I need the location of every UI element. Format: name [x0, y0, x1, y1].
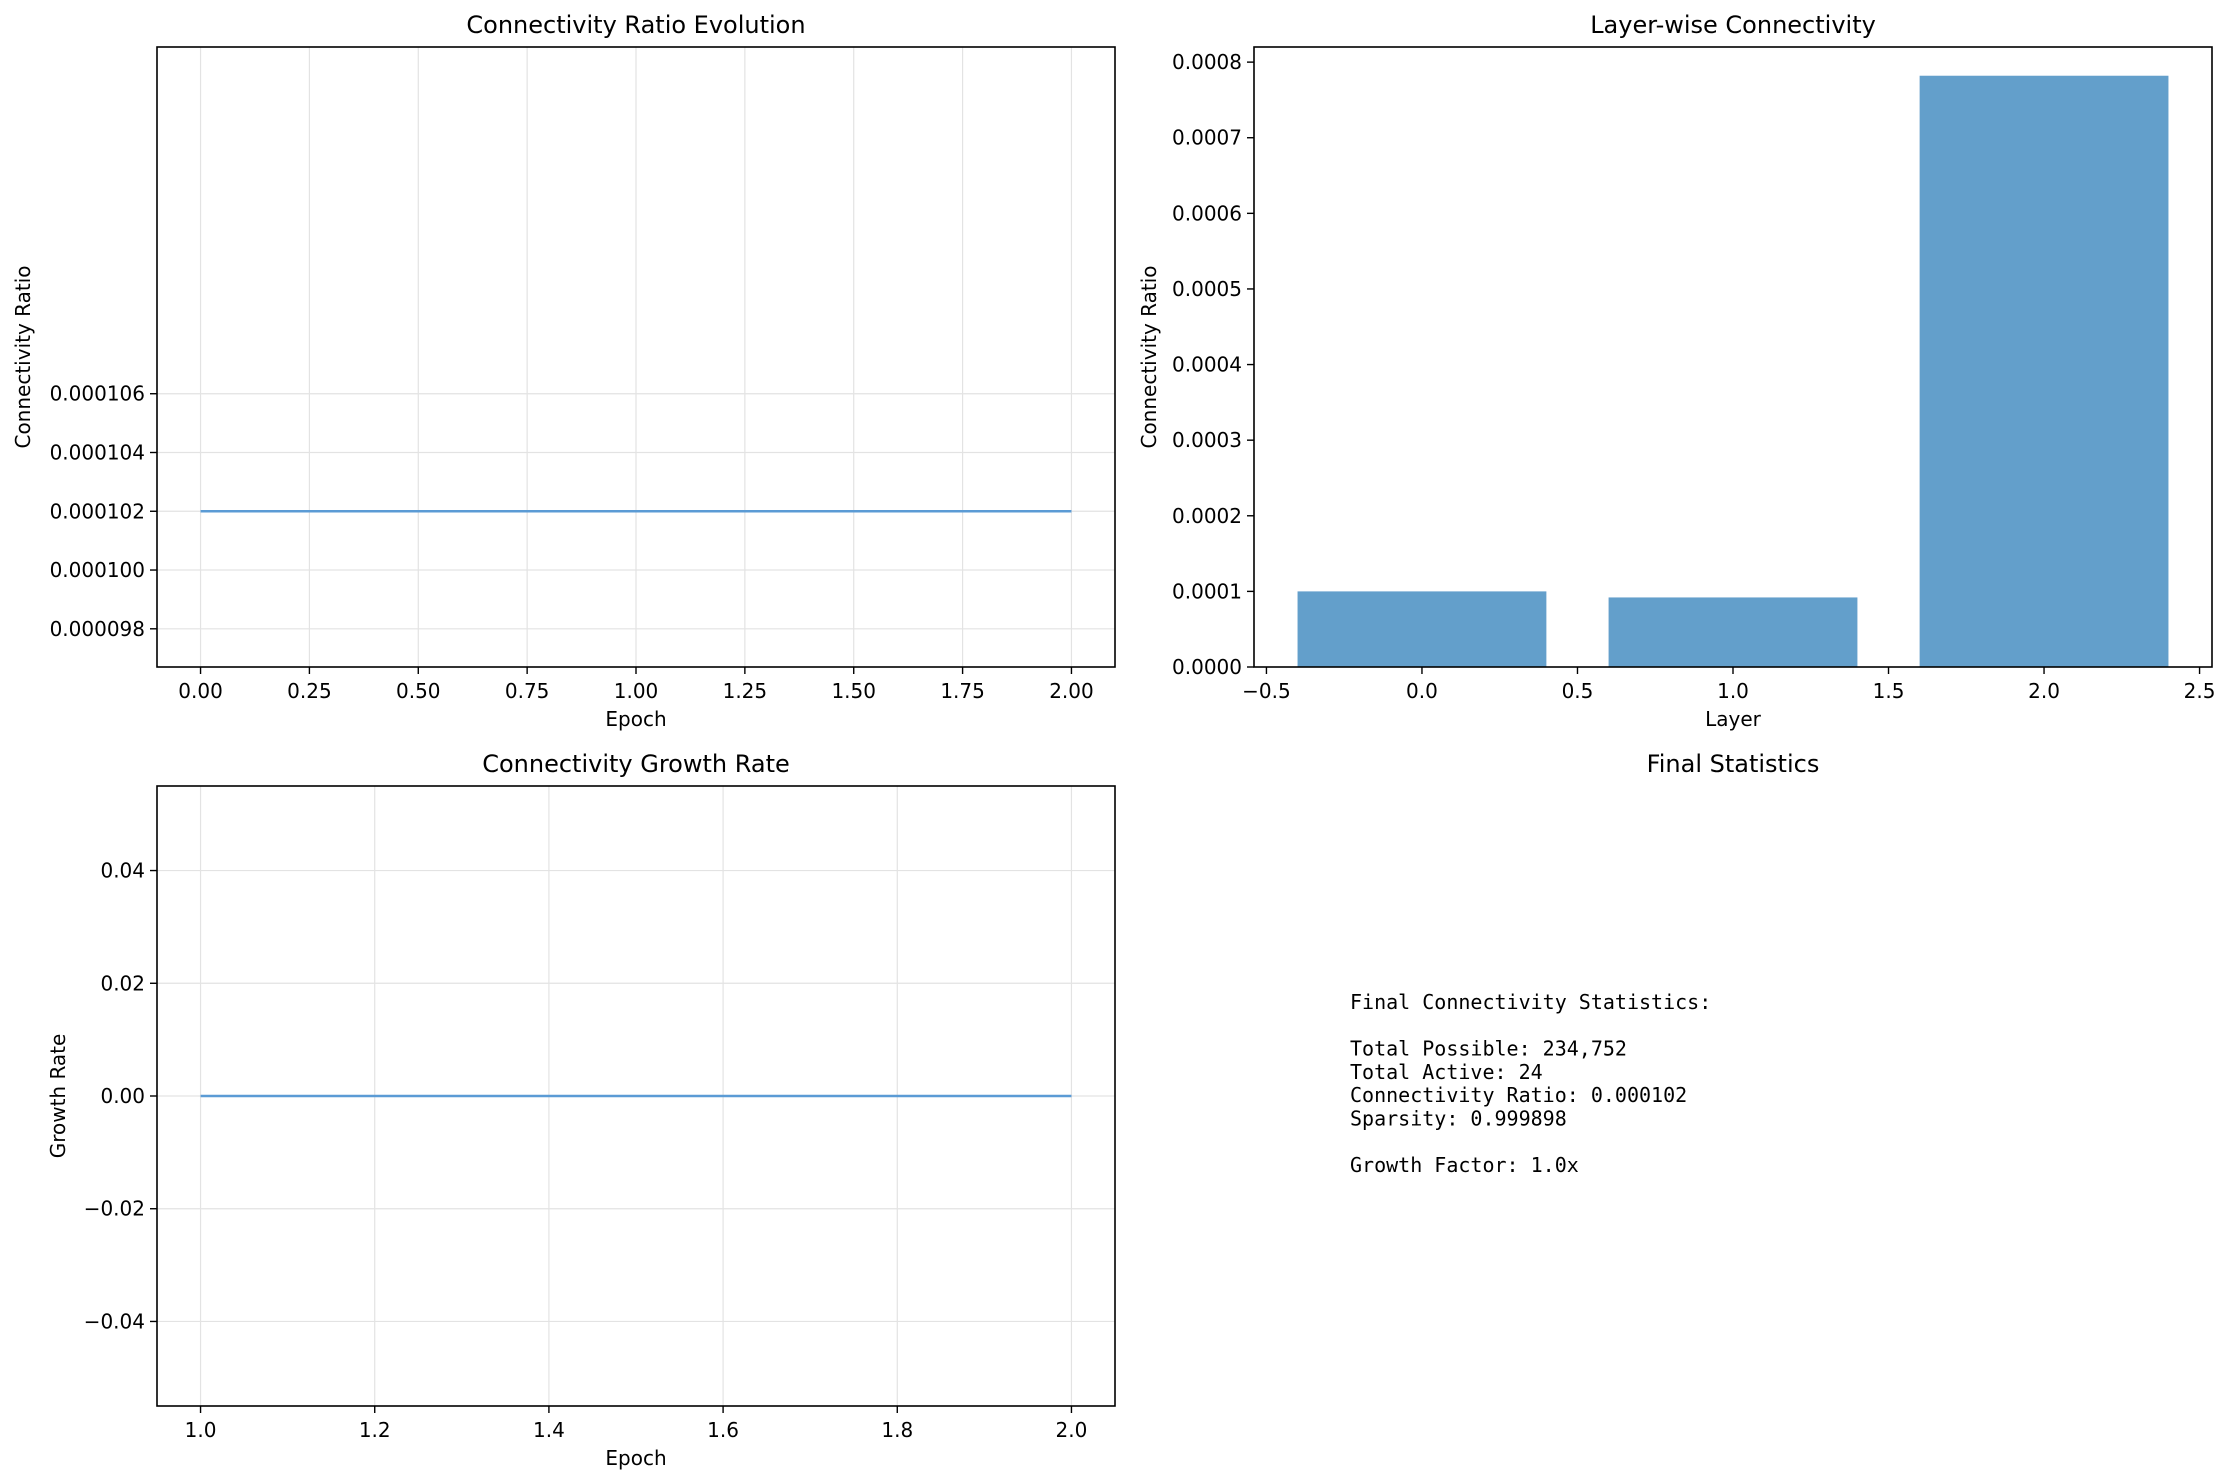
x-tick-label: 1.5 — [1873, 679, 1905, 703]
bar — [1608, 597, 1858, 667]
y-tick-label: 0.0000 — [1172, 655, 1242, 679]
y-tick-label: 0.000098 — [50, 617, 145, 641]
stats-line: Sparsity: 0.999898 — [1350, 1107, 1567, 1131]
x-tick-label: 1.00 — [614, 679, 659, 703]
x-tick-label: 1.2 — [359, 1418, 391, 1442]
connectivity-ratio-evolution-panel: 0.00 0.25 0.50 0.75 1.00 1.25 1.50 1.75 2.00 0.00… — [11, 11, 1116, 731]
x-tick-label: 0.0 — [1406, 679, 1438, 703]
stats-line: Connectivity Ratio: 0.000102 — [1350, 1083, 1687, 1107]
x-tick-label: 1.25 — [723, 679, 768, 703]
x-tick-label: 0.5 — [1562, 679, 1594, 703]
y-tick-label: 0.02 — [100, 971, 145, 995]
x-tick-label: 0.00 — [178, 679, 223, 703]
stats-line: Final Connectivity Statistics: — [1350, 990, 1711, 1014]
stats-line: Growth Factor: 1.0x — [1350, 1153, 1579, 1177]
y-tick-label: 0.0001 — [1172, 579, 1242, 603]
x-tick-label: 1.0 — [1717, 679, 1749, 703]
y-tick-label: 0.0008 — [1172, 50, 1242, 74]
x-tick-label: 0.75 — [505, 679, 550, 703]
y-tick-label: 0.04 — [100, 859, 145, 883]
final-statistics-panel: Final Statistics Final Connectivity Stat… — [1350, 750, 1819, 1177]
bar — [1919, 75, 2169, 668]
stats-line: Total Possible: 234,752 — [1350, 1037, 1627, 1061]
stats-title: Final Statistics — [1647, 750, 1820, 778]
x-tick-label: 1.50 — [831, 679, 876, 703]
layer-wise-connectivity-panel: −0.5 0.0 0.5 1.0 1.5 2.0 2.5 0.0000 0.0001 0.0002… — [1137, 11, 2215, 731]
x-tick-label: 2.0 — [1056, 1418, 1088, 1442]
x-axis-label: Layer — [1705, 707, 1762, 731]
connectivity-growth-rate-panel: 1.0 1.2 1.4 1.6 1.8 2.0 −0.04 −0.02 0.00 0.02 0.04… — [46, 750, 1116, 1470]
x-tick-label: 2.0 — [2028, 679, 2060, 703]
y-tick-label: 0.000106 — [50, 382, 145, 406]
chart-title: Layer-wise Connectivity — [1590, 11, 1876, 39]
y-tick-label: 0.0006 — [1172, 201, 1242, 225]
y-tick-label: 0.0005 — [1172, 277, 1242, 301]
bar — [1297, 591, 1547, 667]
y-axis-label: Growth Rate — [46, 1034, 70, 1159]
x-tick-label: 2.5 — [2184, 679, 2216, 703]
x-tick-label: 0.50 — [396, 679, 441, 703]
y-tick-label: 0.0004 — [1172, 353, 1242, 377]
y-tick-label: 0.000102 — [50, 499, 145, 523]
x-tick-label: 1.4 — [533, 1418, 565, 1442]
chart-title: Connectivity Growth Rate — [482, 750, 790, 778]
x-tick-label: 1.6 — [707, 1418, 739, 1442]
x-tick-label: 1.0 — [185, 1418, 217, 1442]
stats-line: Total Active: 24 — [1350, 1060, 1543, 1084]
y-tick-label: −0.02 — [84, 1197, 145, 1221]
x-tick-label: 1.8 — [881, 1418, 913, 1442]
y-tick-label: 0.0007 — [1172, 126, 1242, 150]
chart-title: Connectivity Ratio Evolution — [466, 11, 805, 39]
y-axis-label: Connectivity Ratio — [1137, 265, 1161, 448]
y-tick-label: 0.000100 — [50, 558, 145, 582]
x-tick-label: 0.25 — [287, 679, 332, 703]
y-tick-label: 0.0002 — [1172, 504, 1242, 528]
y-tick-label: 0.000104 — [50, 440, 145, 464]
x-axis-label: Epoch — [605, 707, 666, 731]
x-tick-label: 2.00 — [1049, 679, 1094, 703]
x-axis-label: Epoch — [605, 1446, 666, 1470]
x-tick-label: −0.5 — [1242, 679, 1291, 703]
y-tick-label: 0.0003 — [1172, 428, 1242, 452]
y-tick-label: −0.04 — [84, 1309, 145, 1333]
y-axis-label: Connectivity Ratio — [11, 265, 35, 448]
y-tick-label: 0.00 — [100, 1084, 145, 1108]
x-tick-label: 1.75 — [940, 679, 985, 703]
